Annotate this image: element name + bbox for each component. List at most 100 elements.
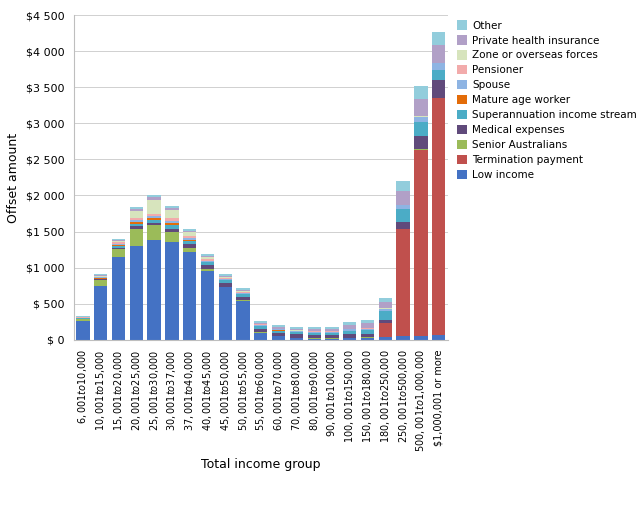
Bar <box>166 218 178 221</box>
Bar <box>397 229 410 337</box>
Bar <box>183 232 196 236</box>
Bar <box>129 227 143 229</box>
Bar <box>308 329 321 331</box>
Bar <box>147 218 161 220</box>
Bar <box>361 334 374 337</box>
Bar <box>379 337 392 340</box>
Bar <box>129 211 143 218</box>
Bar <box>94 275 108 276</box>
Bar <box>397 337 410 340</box>
Bar <box>166 232 178 242</box>
Bar <box>432 63 446 70</box>
Bar <box>147 240 161 340</box>
Bar <box>414 86 428 99</box>
Bar <box>183 244 196 248</box>
Bar <box>254 324 267 325</box>
Bar <box>254 326 267 329</box>
Bar <box>183 236 196 238</box>
Bar <box>129 222 143 224</box>
Bar <box>147 223 161 226</box>
Bar <box>112 242 125 244</box>
Bar <box>112 241 125 242</box>
Bar <box>379 298 392 302</box>
Bar <box>147 226 161 240</box>
Bar <box>183 240 196 241</box>
Bar <box>325 339 339 340</box>
Bar <box>76 320 90 340</box>
Bar <box>218 277 232 278</box>
Bar <box>379 311 392 319</box>
Bar <box>218 278 232 279</box>
Bar <box>361 323 374 328</box>
Bar <box>147 198 161 200</box>
Bar <box>397 182 410 191</box>
Bar <box>112 249 125 258</box>
Bar <box>166 206 178 208</box>
Bar <box>112 248 125 249</box>
Bar <box>94 278 108 279</box>
Bar <box>183 231 196 232</box>
Bar <box>290 334 303 338</box>
Bar <box>112 258 125 340</box>
Bar <box>414 136 428 150</box>
Bar <box>414 122 428 136</box>
Bar <box>397 205 410 208</box>
Bar <box>272 331 285 333</box>
Bar <box>236 288 250 290</box>
Bar <box>236 290 250 291</box>
Bar <box>129 209 143 211</box>
Bar <box>147 196 161 198</box>
Bar <box>343 330 356 331</box>
Bar <box>218 276 232 277</box>
Bar <box>361 319 374 323</box>
Bar <box>112 245 125 246</box>
Bar <box>183 241 196 244</box>
Bar <box>147 213 161 215</box>
Bar <box>166 223 178 225</box>
Bar <box>129 229 143 246</box>
Bar <box>290 329 303 331</box>
X-axis label: Total income group: Total income group <box>201 458 321 471</box>
Bar <box>290 332 303 334</box>
Bar <box>379 302 392 308</box>
Bar <box>397 209 410 222</box>
Bar <box>183 238 196 240</box>
Bar <box>94 280 108 286</box>
Legend: Other, Private health insurance, Zone or overseas forces, Pensioner, Spouse, Mat: Other, Private health insurance, Zone or… <box>457 20 637 180</box>
Bar <box>361 329 374 330</box>
Bar <box>129 224 143 227</box>
Bar <box>218 274 232 276</box>
Bar <box>432 98 446 335</box>
Bar <box>218 283 232 286</box>
Bar <box>201 261 214 262</box>
Bar <box>432 335 446 340</box>
Bar <box>129 246 143 340</box>
Bar <box>254 322 267 324</box>
Bar <box>201 262 214 266</box>
Bar <box>325 332 339 333</box>
Bar <box>183 229 196 231</box>
Bar <box>397 222 410 229</box>
Bar <box>308 332 321 333</box>
Bar <box>201 266 214 269</box>
Bar <box>343 331 356 334</box>
Bar <box>343 322 356 325</box>
Bar <box>272 337 285 340</box>
Bar <box>218 279 232 280</box>
Bar <box>129 220 143 222</box>
Bar <box>379 323 392 337</box>
Bar <box>236 301 250 340</box>
Bar <box>76 319 90 320</box>
Bar <box>201 256 214 258</box>
Bar <box>236 292 250 293</box>
Bar <box>201 258 214 260</box>
Bar <box>254 320 267 322</box>
Bar <box>112 244 125 245</box>
Bar <box>432 70 446 81</box>
Bar <box>379 309 392 311</box>
Bar <box>343 338 356 340</box>
Bar <box>112 240 125 241</box>
Bar <box>94 286 108 340</box>
Bar <box>272 329 285 330</box>
Bar <box>218 287 232 340</box>
